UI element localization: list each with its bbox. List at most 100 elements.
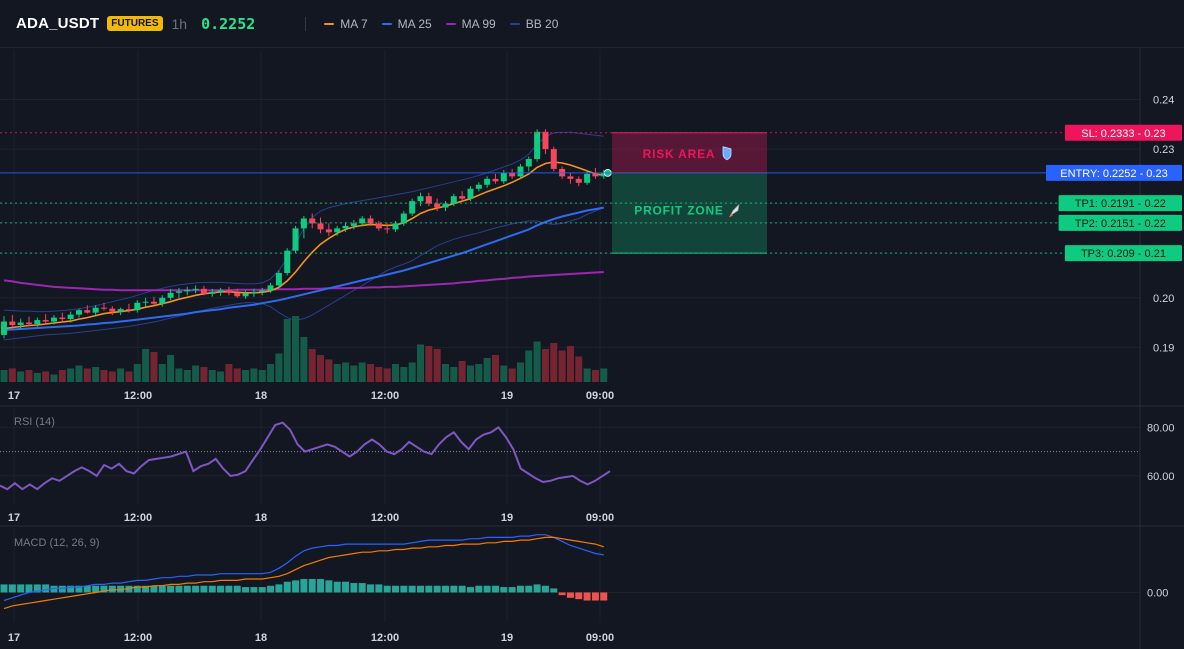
macd-histogram-bar	[333, 581, 341, 593]
volume-bar	[33, 373, 41, 382]
volume-bar	[42, 371, 50, 382]
candle-body	[275, 272, 282, 286]
volume-bar	[466, 365, 474, 382]
macd-histogram-bar	[158, 585, 166, 593]
x-tick-label: 09:00	[586, 390, 614, 402]
volume-bar	[433, 349, 441, 382]
volume-bar	[225, 364, 233, 382]
macd-histogram-bar	[100, 585, 108, 593]
volume-bar	[83, 368, 91, 382]
volume-bar	[258, 370, 266, 382]
candle-body	[317, 223, 324, 230]
candle-body	[9, 321, 16, 326]
candle-body	[142, 301, 149, 303]
legend-ma99[interactable]: MA 99	[445, 17, 496, 31]
macd-histogram-bar	[317, 579, 325, 593]
symbol-name[interactable]: ADA_USDT	[16, 15, 100, 32]
macd-title: MACD (12, 26, 9)	[14, 537, 100, 549]
y-tick-label: 0.23	[1153, 144, 1174, 156]
volume-bar	[375, 367, 383, 382]
macd-histogram-bar	[475, 585, 483, 593]
candle-body	[334, 228, 341, 233]
macd-histogram-bar	[500, 587, 508, 593]
candle-body	[284, 250, 291, 273]
candle-body	[400, 213, 407, 224]
macd-histogram-bar	[42, 584, 50, 593]
x-tick-label: 19	[501, 390, 513, 402]
macd-histogram-bar	[67, 585, 75, 593]
volume-bar	[100, 370, 108, 382]
y-tick-label: 0.24	[1153, 95, 1174, 107]
volume-bar	[175, 368, 183, 382]
macd-histogram-bar	[233, 585, 241, 593]
candle-body	[92, 307, 99, 313]
candle-body	[567, 176, 574, 179]
macd-histogram-bar	[242, 587, 250, 593]
candle-body	[342, 225, 349, 229]
x-tick-label: 17	[8, 512, 20, 524]
candle-body	[1, 321, 7, 335]
futures-badge: FUTURES	[107, 16, 163, 31]
volume-bar	[208, 370, 216, 382]
volume-bar	[566, 346, 574, 382]
candle-body	[459, 196, 466, 199]
macd-histogram-bar	[591, 592, 599, 601]
legend-swatch-ma25	[381, 22, 392, 25]
moving-averages	[3, 161, 604, 331]
macd-histogram-bar	[167, 585, 175, 593]
volume-bar	[342, 362, 350, 382]
macd-histogram-bar	[58, 585, 66, 593]
candlesticks[interactable]	[1, 129, 612, 339]
legend-ma25[interactable]: MA 25	[381, 17, 432, 31]
volume-bars	[0, 316, 608, 382]
volume-bar	[67, 368, 75, 382]
candle-body	[59, 317, 66, 320]
profit-zone-label: PROFIT ZONE	[634, 204, 723, 218]
volume-bar	[500, 365, 508, 382]
candle-body	[467, 188, 474, 199]
volume-bar	[108, 371, 116, 382]
candle-body	[50, 317, 57, 322]
volume-bar	[350, 365, 358, 382]
macd-histogram-bar	[117, 585, 125, 593]
timeframe-selector[interactable]: 1h	[171, 15, 188, 32]
legend-ma7[interactable]: MA 7	[324, 17, 368, 31]
macd-histogram-bar	[200, 585, 208, 593]
macd-histogram-bar	[483, 585, 491, 593]
y-tick-label: 0.20	[1153, 293, 1174, 305]
macd-tick-label: 0.00	[1147, 587, 1168, 599]
shield-icon	[722, 146, 732, 161]
macd-histogram-bar	[600, 592, 608, 601]
volume-bar	[158, 364, 166, 382]
candle-body	[392, 223, 399, 230]
volume-bar	[583, 368, 591, 382]
volume-bar	[50, 374, 58, 382]
macd-histogram-bar	[225, 585, 233, 593]
candle-body	[200, 288, 207, 294]
volume-bar	[333, 364, 341, 382]
legend-label-bb20: BB 20	[525, 16, 559, 31]
risk-zone-box	[612, 132, 767, 173]
volume-bar	[0, 370, 8, 382]
volume-bar	[450, 367, 458, 382]
macd-histogram-bar	[466, 587, 474, 593]
candle-body	[167, 292, 174, 298]
volume-bar	[541, 349, 549, 382]
candle-body	[325, 229, 332, 233]
level-label-box	[1064, 124, 1182, 141]
candle-body	[250, 291, 257, 294]
x-tick-label: 12:00	[124, 512, 152, 524]
volume-bar	[325, 359, 333, 382]
macd-histogram-bar	[566, 592, 574, 598]
candle-body	[425, 196, 432, 204]
volume-bar	[317, 355, 325, 382]
header-divider	[305, 16, 307, 31]
macd-histogram-bar	[575, 592, 583, 600]
legend-bb20[interactable]: BB 20	[509, 16, 559, 31]
volume-bar	[250, 368, 258, 382]
x-tick-label: 19	[501, 632, 513, 644]
candle-body	[209, 291, 216, 294]
volume-bar	[558, 350, 566, 382]
trade-zones: RISK AREA PROFIT ZONE	[612, 132, 767, 254]
